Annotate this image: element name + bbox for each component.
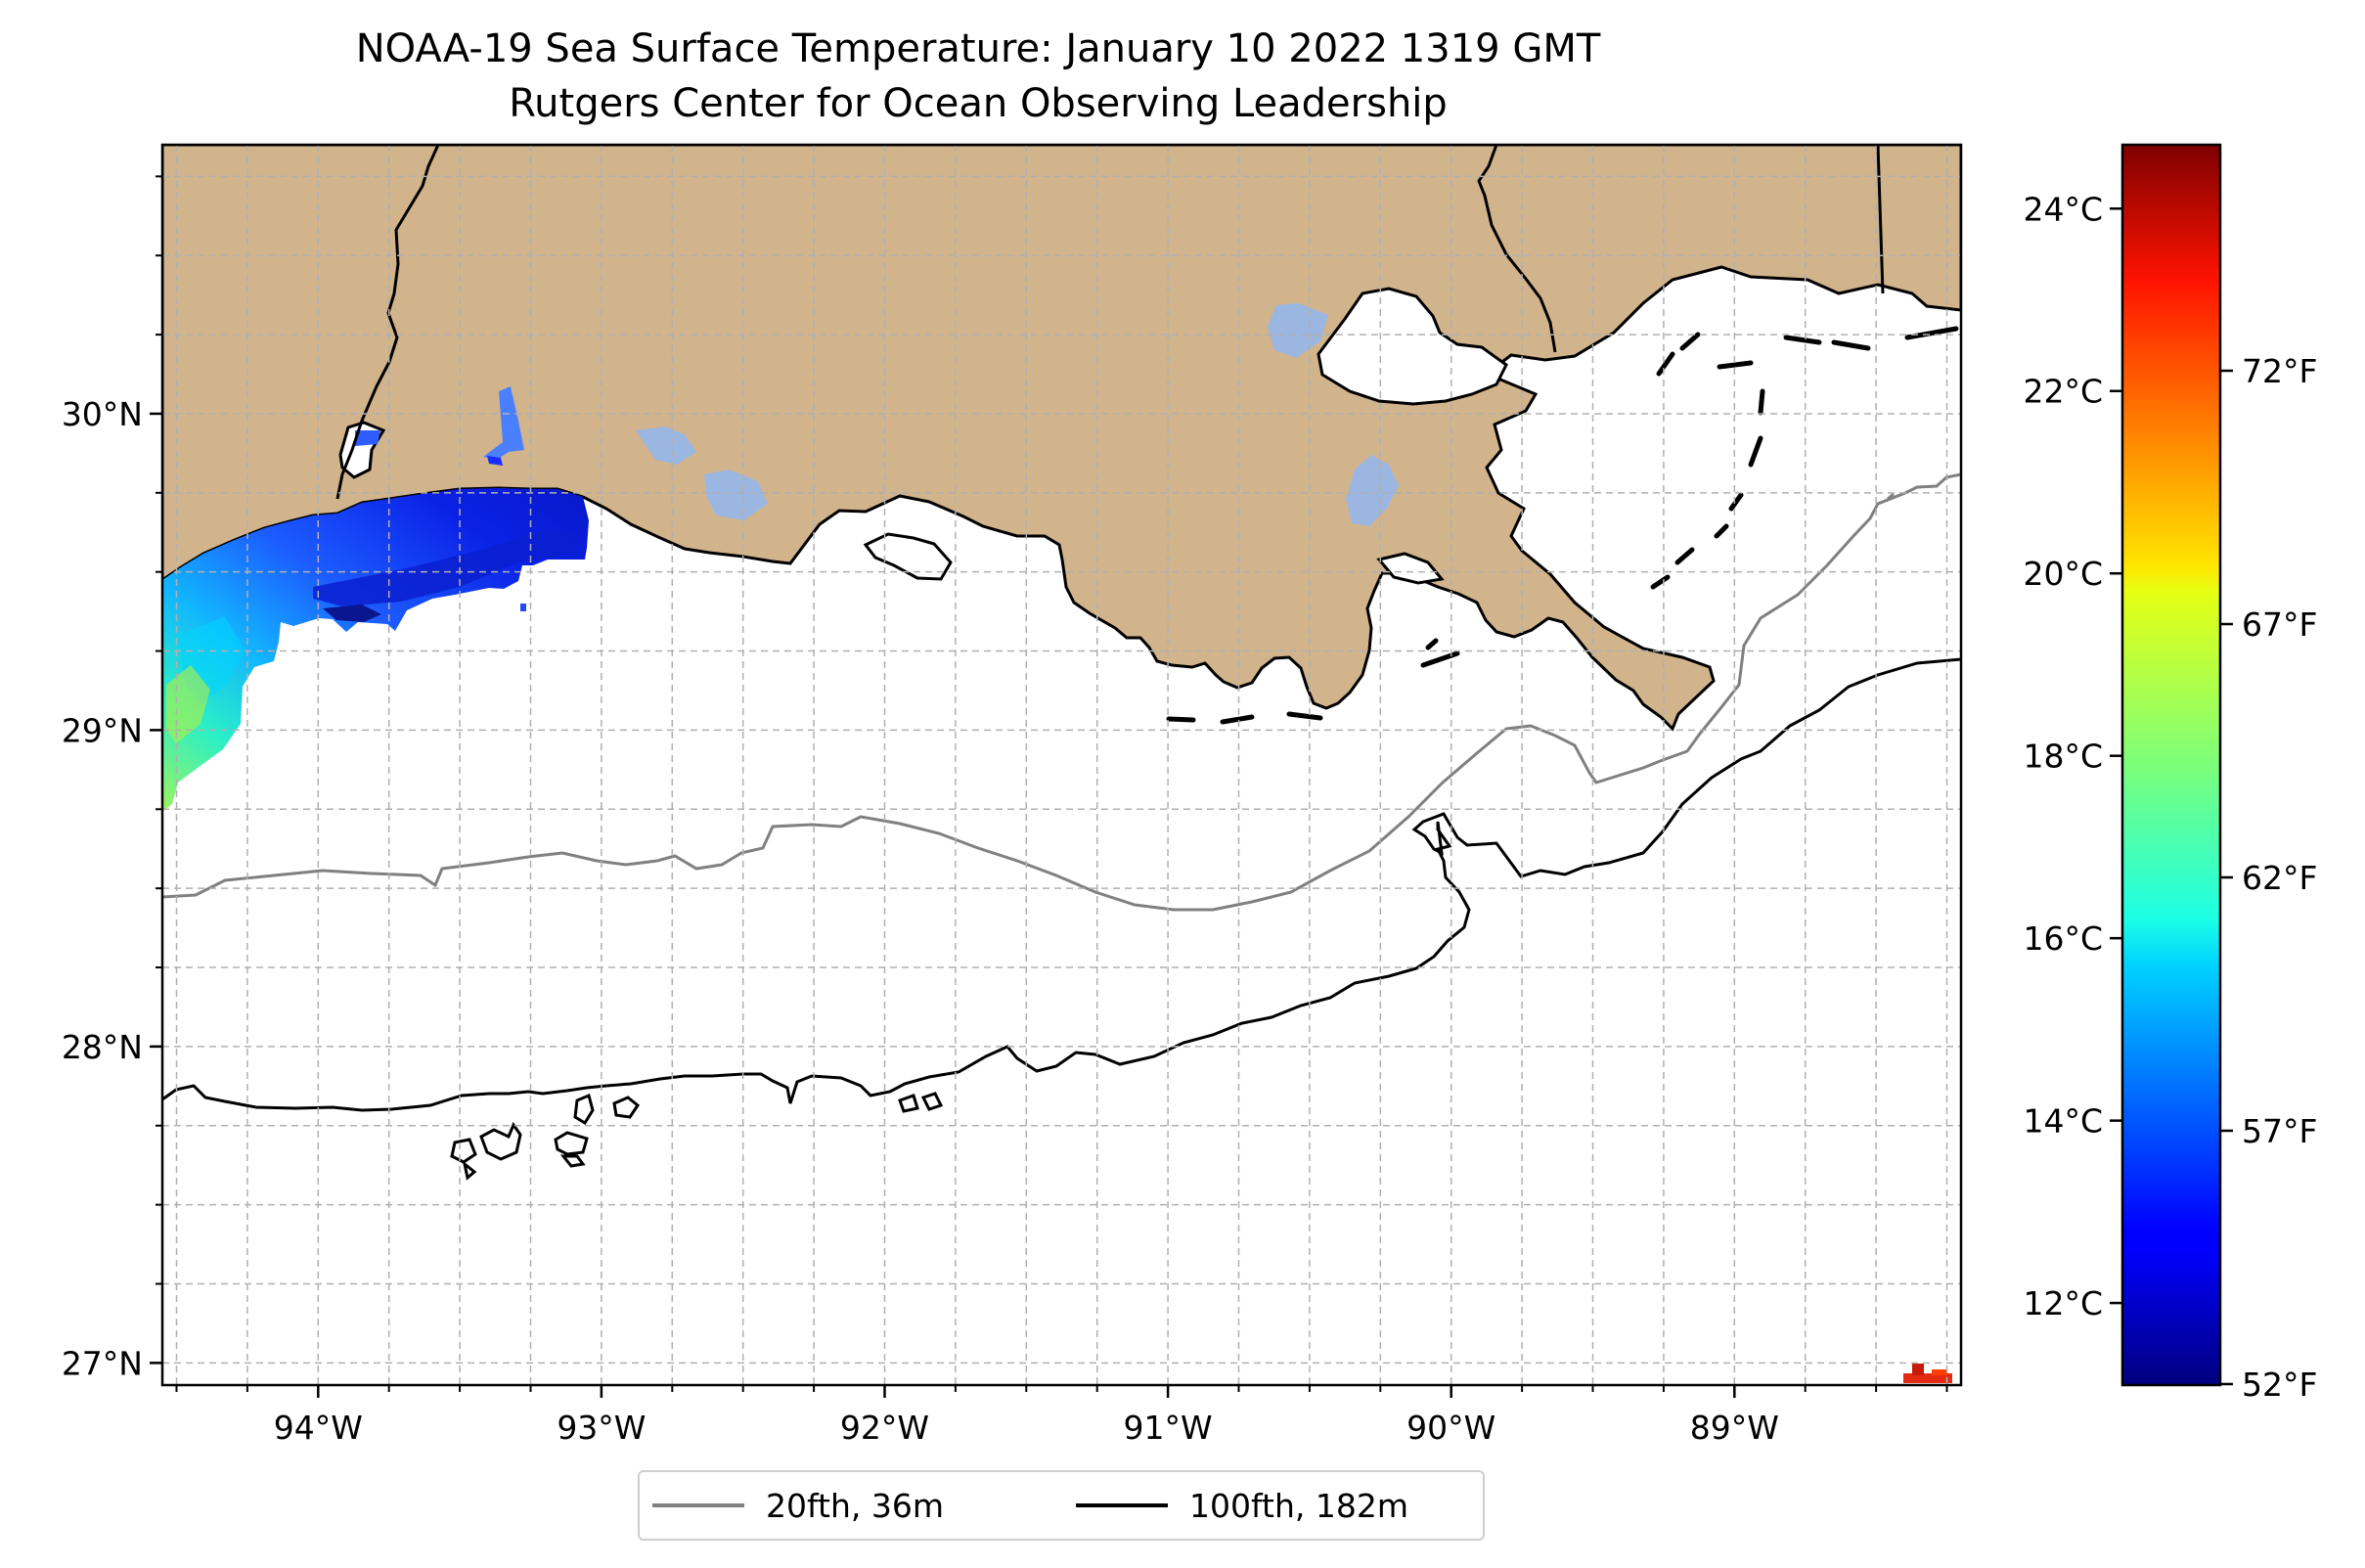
legend-label-100fth: 100fth, 182m (1189, 1486, 1408, 1525)
celsius-tick-label: 18°C (2023, 738, 2103, 776)
lon-tick-label: 91°W (1124, 1409, 1213, 1447)
isobath-legend: 20fth, 36m 100fth, 182m (638, 1470, 1485, 1541)
isobath-20fth-spot (1887, 492, 1895, 501)
map-frame (160, 143, 1963, 1387)
latitude-axis: 27°N 28°N 29°N 30°N (62, 395, 162, 1382)
isobath-100fth (162, 657, 1961, 1112)
fahrenheit-tick-label: 72°F (2242, 352, 2317, 390)
graticule (162, 145, 1961, 1385)
colorbar-fahrenheit-axis: 52°F 57°F 62°F 67°F 72°F (2220, 352, 2317, 1404)
lon-tick-label: 89°W (1690, 1409, 1779, 1447)
fahrenheit-tick-label: 57°F (2242, 1112, 2317, 1150)
celsius-tick-label: 22°C (2023, 373, 2103, 411)
barrier-islands (1166, 326, 1959, 725)
fahrenheit-tick-label: 67°F (2242, 605, 2317, 644)
fahrenheit-tick-label: 52°F (2242, 1366, 2317, 1404)
fahrenheit-tick-label: 62°F (2242, 859, 2317, 897)
legend-swatch-20fth (652, 1503, 744, 1507)
map-title: NOAA-19 Sea Surface Temperature: January… (355, 26, 1601, 71)
legend-item-20fth: 20fth, 36m (652, 1472, 944, 1539)
longitude-axis: 94°W 93°W 92°W 91°W 90°W 89°W (274, 1385, 1779, 1447)
colorbar (2122, 145, 2220, 1385)
legend-label-20fth: 20fth, 36m (766, 1486, 944, 1525)
land-mass (162, 145, 1961, 732)
lon-tick-label: 92°W (840, 1409, 929, 1447)
colorbar-celsius-axis: 12°C 14°C 16°C 18°C 20°C 22°C 24°C (2023, 190, 2122, 1322)
map-area (162, 145, 1961, 1385)
lon-tick-label: 94°W (274, 1409, 363, 1447)
sst-data-speck (1903, 1364, 1952, 1383)
legend-item-100fth: 100fth, 182m (1076, 1472, 1408, 1539)
map-subtitle: Rutgers Center for Ocean Observing Leade… (509, 81, 1448, 126)
celsius-tick-label: 20°C (2023, 555, 2103, 593)
sst-data-patch (162, 386, 589, 812)
celsius-tick-label: 14°C (2023, 1102, 2103, 1141)
colorbar-frame (2120, 143, 2222, 1387)
celsius-tick-label: 16°C (2023, 919, 2103, 958)
isobath-20fth (162, 472, 1961, 912)
celsius-tick-label: 12°C (2023, 1284, 2103, 1322)
lat-tick-label: 29°N (62, 711, 143, 749)
lon-tick-label: 93°W (557, 1409, 646, 1447)
lat-tick-label: 27°N (62, 1344, 143, 1382)
lat-tick-label: 28°N (62, 1028, 143, 1066)
lat-tick-label: 30°N (62, 395, 143, 433)
celsius-tick-label: 24°C (2023, 190, 2103, 228)
offshore-banks (450, 1092, 944, 1181)
lon-tick-label: 90°W (1406, 1409, 1495, 1447)
inland-water (338, 287, 1508, 585)
legend-swatch-100fth (1076, 1503, 1168, 1507)
